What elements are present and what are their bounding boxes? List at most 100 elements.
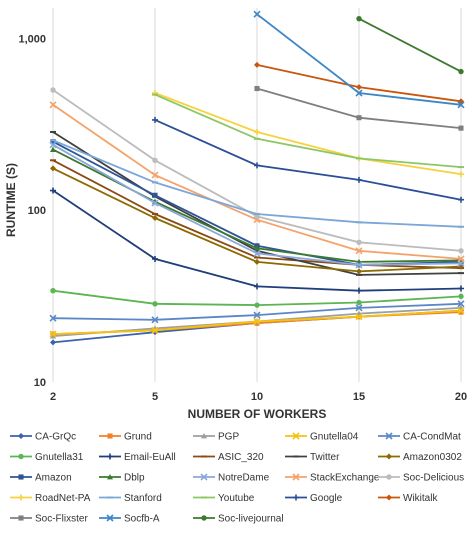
- data-point: [254, 258, 260, 265]
- legend-entry: NotreDame: [193, 473, 270, 484]
- data-point: [254, 85, 260, 92]
- data-point: [457, 300, 465, 308]
- legend-label: Google: [310, 493, 343, 504]
- legend-label: PGP: [218, 432, 239, 443]
- legend-label: StackExchange: [310, 473, 380, 484]
- legend-marker: [107, 453, 113, 460]
- legend-entry: CA-CondMat: [378, 432, 461, 443]
- legend-label: Soc-Delicious: [403, 473, 464, 484]
- series-email-euall: [50, 187, 464, 294]
- x-tick-label: 15: [353, 391, 365, 403]
- legend-label: Email-EuAll: [124, 452, 176, 463]
- legend-marker: [107, 433, 113, 439]
- legend-label: Amazon: [35, 473, 72, 484]
- data-point: [49, 101, 57, 109]
- legend-label: CA-CondMat: [403, 432, 461, 443]
- data-point: [253, 311, 261, 319]
- data-point: [458, 248, 464, 254]
- series-youtube: [152, 93, 464, 169]
- legend-label: ASIC_320: [218, 452, 264, 463]
- data-point: [50, 187, 56, 194]
- legend-entry: Gnutella04: [285, 432, 359, 443]
- legend-entry: StackExchange: [285, 473, 380, 484]
- legend-label: Grund: [124, 432, 152, 443]
- data-point: [50, 287, 56, 294]
- legend-entry: Youtube: [193, 493, 255, 504]
- data-point: [49, 141, 57, 149]
- data-point: [50, 146, 56, 153]
- data-point: [253, 10, 261, 18]
- data-point: [50, 87, 56, 93]
- data-point: [356, 299, 362, 306]
- legend-entry: PGP: [193, 432, 239, 443]
- legend-entry: Twitter: [285, 452, 340, 463]
- legend-marker: [107, 474, 113, 480]
- legend-entry: Google: [285, 493, 343, 504]
- data-point: [457, 255, 465, 263]
- data-point: [49, 330, 57, 338]
- data-point: [356, 239, 362, 245]
- series-socfb-a: [253, 10, 465, 109]
- series-layer: [49, 10, 465, 346]
- series-soc-livejournal: [356, 15, 464, 75]
- legend-label: Stanford: [124, 493, 162, 504]
- legend-label: Amazon0302: [403, 452, 462, 463]
- legend-marker: [200, 473, 208, 481]
- legend-label: Gnutella04: [310, 432, 359, 443]
- legend-entry: Socfb-A: [99, 514, 160, 525]
- legend-label: Gnutella31: [35, 452, 84, 463]
- legend-marker: [201, 515, 207, 521]
- legend-entry: Grund: [99, 432, 152, 443]
- series-stackexchange: [49, 101, 465, 263]
- data-point: [457, 307, 465, 315]
- data-point: [254, 302, 260, 308]
- legend-marker: [386, 494, 392, 501]
- data-point: [458, 171, 464, 178]
- data-point: [458, 293, 464, 300]
- data-point: [355, 261, 363, 269]
- legend-entry: Amazon: [10, 473, 72, 484]
- legend-marker: [293, 494, 299, 501]
- legend-label: Twitter: [310, 452, 340, 463]
- data-point: [356, 84, 362, 91]
- data-point: [355, 304, 363, 312]
- legend-label: NotreDame: [218, 473, 270, 484]
- legend-marker: [386, 453, 392, 460]
- legend-label: Soc-livejournal: [218, 514, 284, 525]
- legend-entry: Stanford: [99, 493, 162, 504]
- data-point: [254, 61, 260, 68]
- legend: CA-GrQc Grund PGP Gnutella04 CA-CondMat Gnute…: [10, 432, 464, 525]
- data-point: [355, 247, 363, 255]
- data-point: [356, 15, 362, 22]
- data-point: [152, 116, 158, 123]
- data-point: [151, 171, 159, 179]
- data-point: [152, 255, 158, 262]
- data-point: [152, 301, 158, 307]
- series-ca-condmat: [49, 300, 465, 324]
- data-point: [151, 316, 159, 324]
- data-point: [356, 176, 362, 183]
- data-point: [356, 115, 362, 121]
- data-point: [355, 313, 363, 321]
- data-point: [458, 309, 464, 315]
- data-point: [457, 101, 465, 109]
- series-gnutella31: [50, 287, 464, 308]
- data-point: [356, 287, 362, 294]
- data-point: [254, 162, 260, 169]
- legend-label: Socfb-A: [124, 514, 160, 525]
- legend-entry: ASIC_320: [193, 452, 264, 463]
- y-tick-label: 1,000: [18, 33, 46, 45]
- data-point: [254, 283, 260, 290]
- data-point: [50, 333, 56, 339]
- y-axis-title: RUNTIME (S): [4, 163, 18, 237]
- legend-entry: CA-GrQc: [10, 432, 76, 443]
- legend-entry: Gnutella31: [10, 452, 84, 463]
- series-stanford: [50, 139, 464, 228]
- legend-marker: [18, 494, 24, 501]
- series-google: [152, 116, 464, 203]
- data-point: [355, 89, 363, 97]
- legend-entry: Email-EuAll: [99, 452, 176, 463]
- x-tick-label: 10: [251, 391, 263, 403]
- data-point: [458, 68, 464, 75]
